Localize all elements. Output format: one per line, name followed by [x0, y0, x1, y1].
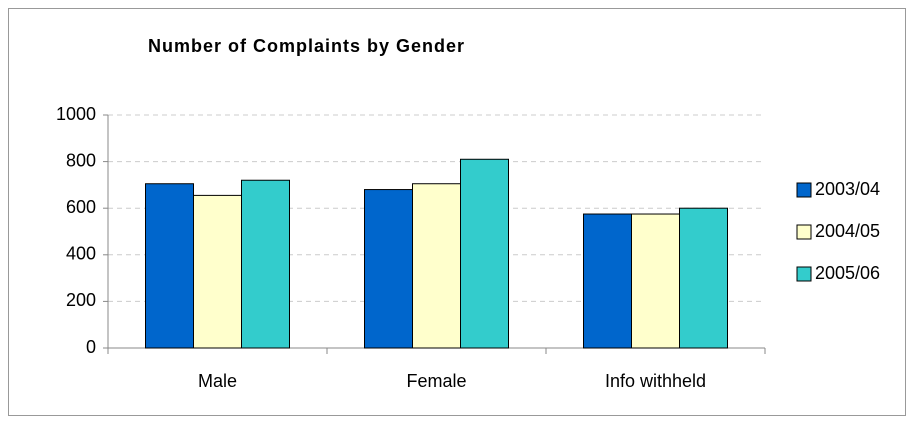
bar [631, 213, 680, 349]
x-tick-label: Male [198, 371, 237, 391]
y-tick-label: 400 [66, 244, 96, 264]
bar [145, 183, 194, 349]
y-tick-label: 0 [86, 337, 96, 357]
bar [364, 189, 413, 349]
x-tick-label: Female [406, 371, 466, 391]
legend-swatch [796, 266, 812, 282]
y-tick-label: 1000 [56, 104, 96, 124]
legend-label: 2005/06 [815, 263, 880, 283]
bar [460, 158, 509, 349]
bar [241, 179, 290, 349]
x-tick-label: Info withheld [605, 371, 706, 391]
bar [679, 207, 728, 349]
y-tick-label: 600 [66, 197, 96, 217]
y-tick-label: 200 [66, 290, 96, 310]
bar [412, 183, 461, 349]
legend-swatch [796, 182, 812, 198]
y-tick-label: 800 [66, 150, 96, 170]
legend-label: 2004/05 [815, 221, 880, 241]
bar [583, 213, 632, 349]
legend-label: 2003/04 [815, 179, 880, 199]
bar [193, 194, 242, 349]
legend-swatch [796, 224, 812, 240]
chart-title: Number of Complaints by Gender [148, 36, 465, 56]
